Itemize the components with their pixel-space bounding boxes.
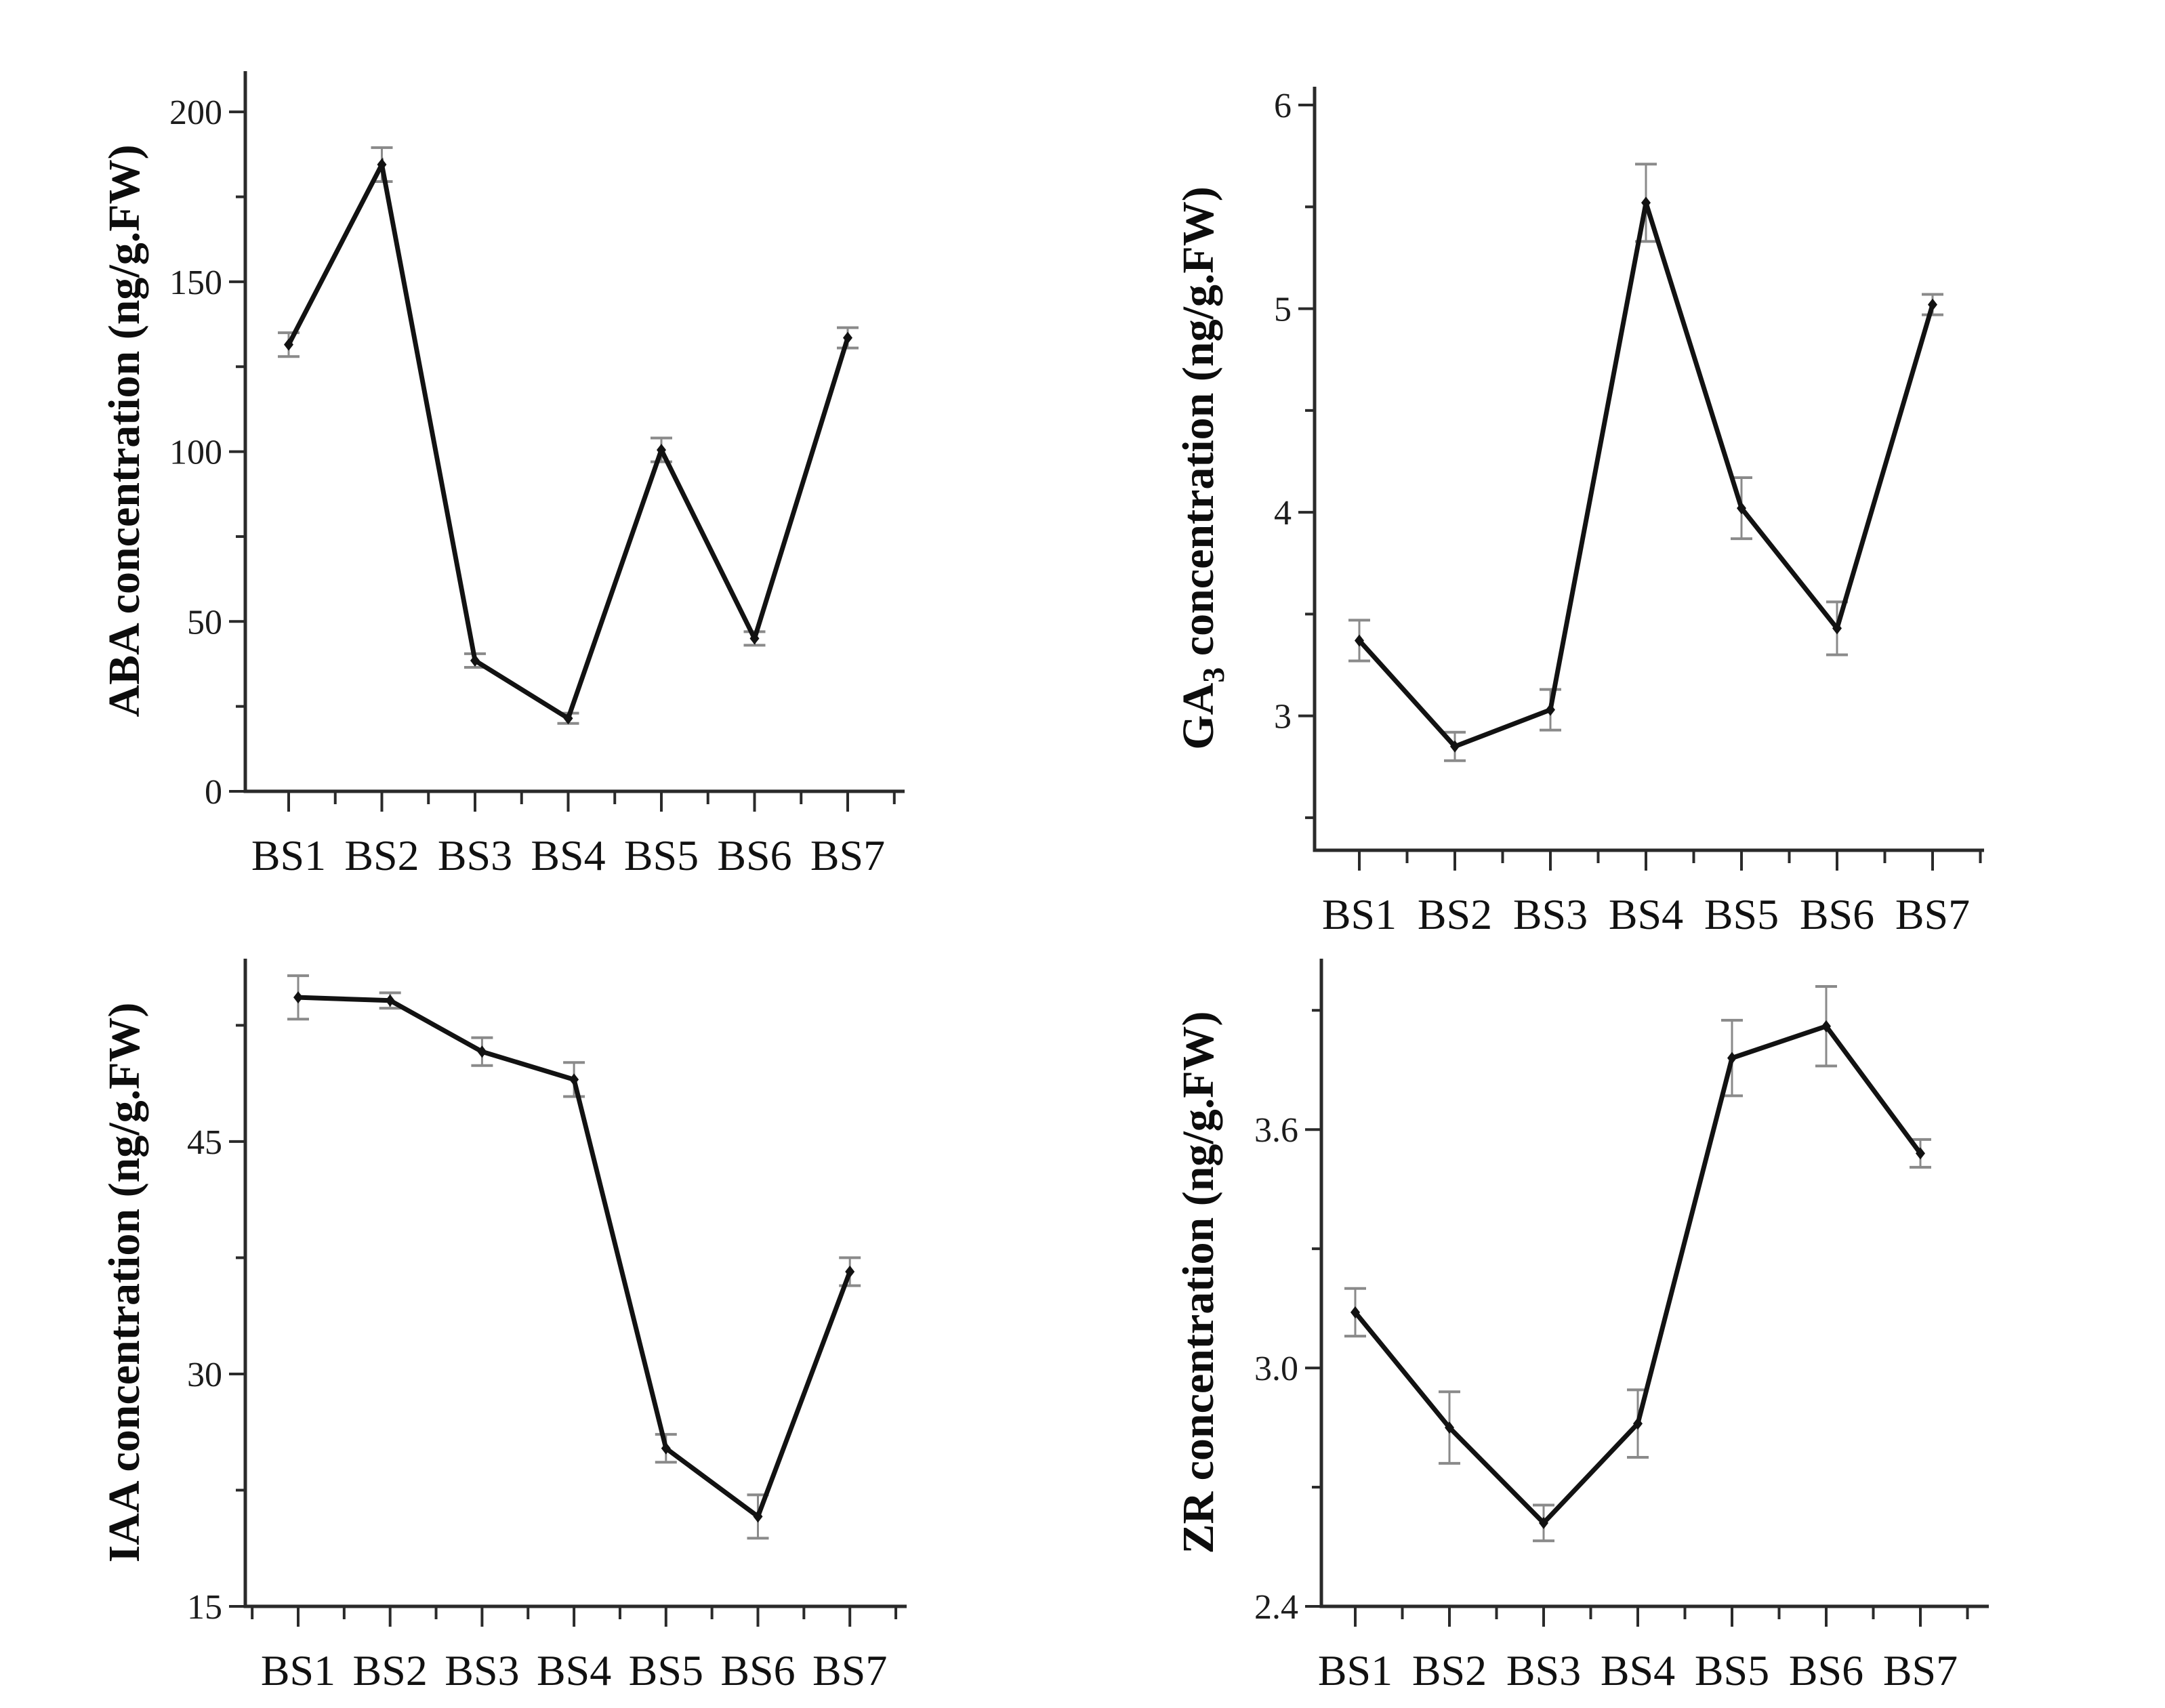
data-point-marker (284, 338, 293, 351)
data-point-marker (661, 1442, 671, 1455)
data-point-marker (1928, 298, 1937, 311)
x-category-label: BS5 (1695, 1646, 1769, 1694)
x-category-label: BS7 (812, 1646, 887, 1694)
x-category-label: BS4 (1609, 890, 1683, 938)
x-category-label: BS1 (1318, 1646, 1393, 1694)
data-point-marker (1727, 1051, 1737, 1064)
x-category-label: BS7 (810, 831, 885, 879)
chart-iaa: 15 30 45 BS1 BS2 BS3 BS4 BS5 BS6 BS7 IAA concentra… (100, 959, 907, 1694)
y-axis-title: IAA concentration (ng/g.FW) (100, 1003, 149, 1563)
x-category-label: BS1 (1322, 890, 1397, 938)
x-category-label: BS2 (1412, 1646, 1487, 1694)
x-category-label: BS1 (261, 1646, 335, 1694)
y-tick-label: 4 (1274, 494, 1292, 533)
data-point-marker (385, 994, 395, 1007)
y-tick-label: 0 (205, 773, 222, 812)
y-axis-title: ABA concentration (ng/g.FW) (100, 144, 149, 717)
x-category-label: BS6 (720, 1646, 795, 1694)
y-tick-label: 2.4 (1254, 1588, 1298, 1627)
x-category-label: BS2 (353, 1646, 428, 1694)
x-category-label: BS7 (1895, 890, 1970, 938)
y-axis-title: GA3 concentration (ng/g.FW) (1174, 186, 1231, 749)
x-category-label: BS3 (438, 831, 512, 879)
x-category-label: BS4 (537, 1646, 611, 1694)
y-tick-label: 200 (169, 93, 222, 132)
x-category-label: BS6 (717, 831, 791, 879)
data-line (286, 157, 850, 722)
data-point-marker (1355, 634, 1364, 647)
y-tick-label: 6 (1274, 87, 1292, 125)
data-point-marker (377, 158, 387, 171)
y-tick-label: 5 (1274, 291, 1292, 329)
data-point-marker (843, 331, 852, 344)
data-point-marker (563, 712, 573, 725)
y-tick-label: 15 (187, 1588, 222, 1627)
data-point-marker (1832, 622, 1842, 635)
y-tick-label: 150 (169, 264, 222, 302)
y-tick-label: 3 (1274, 698, 1292, 736)
x-category-label: BS4 (1601, 1646, 1675, 1694)
x-category-label: BS1 (251, 831, 326, 879)
y-tick-label: 30 (187, 1356, 222, 1394)
y-tick-label: 3.6 (1254, 1111, 1298, 1150)
y-tick-label: 100 (169, 434, 222, 472)
x-category-label: BS5 (629, 1646, 703, 1694)
y-tick-label: 45 (187, 1123, 222, 1162)
data-point-marker (569, 1073, 579, 1086)
data-point-marker (749, 632, 760, 645)
y-axis-title: ZR concentration (ng/g.FW) (1174, 1011, 1223, 1554)
x-category-label: BS2 (1418, 890, 1492, 938)
data-point-marker (1737, 502, 1746, 515)
chart-ga3: 3 4 5 6 BS1 BS2 BS3 BS4 BS5 BS6 BS7 GA3 concentrati… (1174, 87, 1984, 938)
x-category-label: BS3 (445, 1646, 519, 1694)
data-point-marker (1450, 740, 1460, 753)
data-point-marker (1916, 1147, 1925, 1160)
x-category-label: BS5 (624, 831, 699, 879)
data-point-marker (1350, 1306, 1360, 1318)
data-point-marker (1546, 703, 1555, 716)
data-line (1357, 202, 1935, 749)
x-category-label: BS7 (1883, 1646, 1958, 1694)
data-point-marker (845, 1265, 855, 1278)
data-point-marker (470, 654, 480, 667)
chart-zr: 2.4 3.0 3.6 BS1 BS2 BS3 BS4 BS5 BS6 BS7 ZR concent… (1174, 959, 1989, 1694)
data-point-marker (753, 1510, 763, 1523)
data-point-marker (1821, 1020, 1831, 1033)
x-category-label: BS6 (1789, 1646, 1863, 1694)
x-category-label: BS3 (1506, 1646, 1581, 1694)
x-category-label: BS4 (531, 831, 605, 879)
data-point-marker (477, 1045, 487, 1058)
chart-aba: 0 50 100 150 200 BS1 BS2 BS3 BS4 BS5 BS6 BS7 ABA con… (100, 71, 905, 879)
data-point-marker (293, 991, 303, 1004)
y-tick-label: 3.0 (1254, 1350, 1298, 1388)
x-category-label: BS6 (1800, 890, 1874, 938)
data-point-marker (1539, 1516, 1548, 1529)
y-tick-label: 50 (187, 603, 222, 642)
data-point-marker (657, 444, 666, 457)
data-point-marker (1633, 1417, 1643, 1430)
x-category-label: BS2 (344, 831, 419, 879)
data-point-marker (1445, 1421, 1454, 1434)
data-point-marker (1641, 196, 1651, 209)
x-category-label: BS5 (1704, 890, 1779, 938)
x-category-label: BS3 (1513, 890, 1588, 938)
